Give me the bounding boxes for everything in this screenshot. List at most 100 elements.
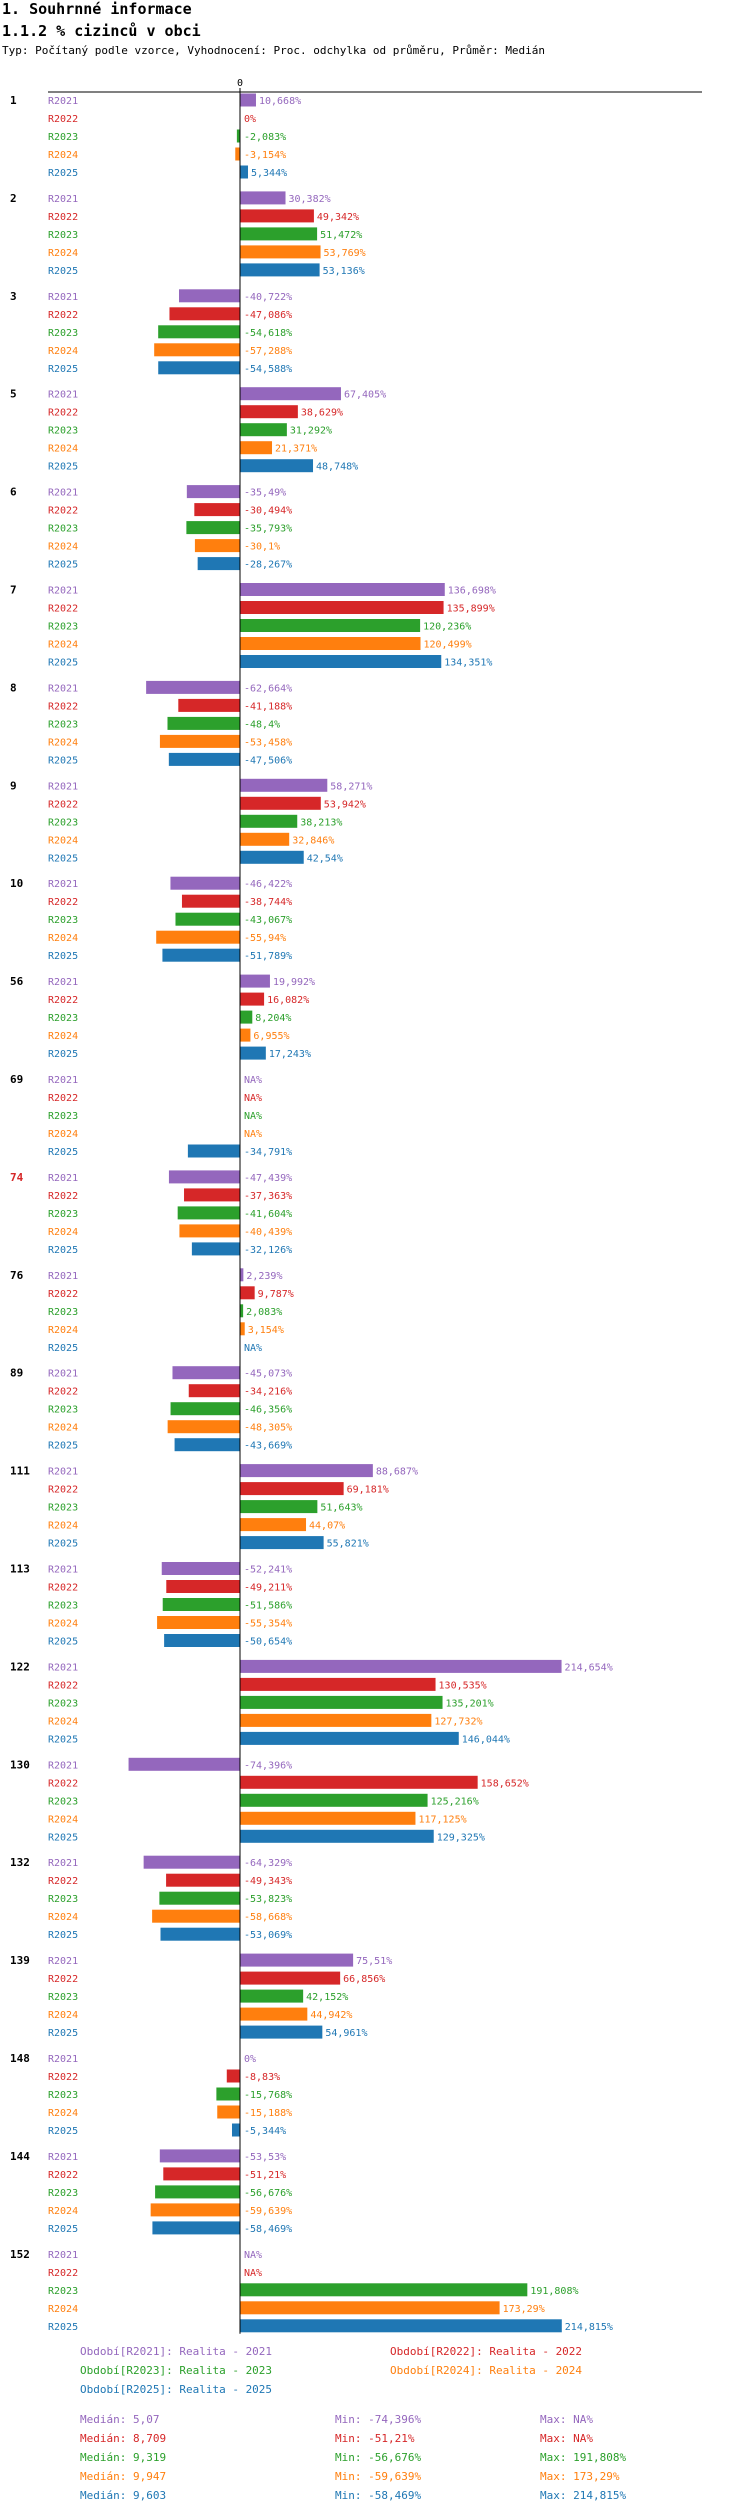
bar [216,2087,240,2101]
bar [240,245,321,259]
data-label: 8,204% [255,1013,291,1024]
data-label: 0% [244,114,256,125]
bar [128,1757,240,1771]
data-label: -49,343% [244,1876,292,1887]
bar [159,2149,240,2163]
group-label: 89 [10,1367,23,1380]
data-label: 42,152% [306,1992,348,2003]
bar [240,814,298,828]
series-label: R2024 [48,1521,78,1532]
series-label: R2023 [48,524,78,535]
data-label: 120,499% [424,640,472,651]
bar [236,129,240,143]
series-label: R2024 [48,444,78,455]
data-label: 120,236% [423,622,471,633]
series-label: R2024 [48,1227,78,1238]
data-label: -47,086% [244,310,292,321]
bar [240,1286,255,1300]
data-label: 125,216% [431,1796,479,1807]
series-label: R2021 [48,586,78,597]
data-label: -3,154% [244,150,286,161]
group-label: 132 [10,1856,30,1869]
data-label: 9,787% [258,1289,294,1300]
bar [169,307,240,321]
data-label: 58,271% [330,781,372,792]
series-label: R2024 [48,1031,78,1042]
data-label: -46,356% [244,1405,292,1416]
series-label: R2023 [48,426,78,437]
data-label: -41,188% [244,701,292,712]
series-label: R2021 [48,781,78,792]
group-label: 8 [10,681,17,694]
bar [240,1482,344,1496]
bar [194,539,240,553]
group-label: 152 [10,2248,30,2261]
series-label: R2024 [48,2304,78,2315]
series-label: R2022 [48,212,78,223]
series-label: R2025 [48,1049,78,1060]
bar [187,1144,240,1158]
data-label: -58,668% [244,1912,292,1923]
series-label: R2024 [48,2206,78,2217]
group-label: 9 [10,779,17,792]
bar [240,601,444,614]
data-label: 53,942% [324,799,366,810]
group-label: 113 [10,1563,30,1576]
data-label: -8,83% [244,2072,280,2083]
bar [152,2221,240,2235]
series-label: R2025 [48,1734,78,1745]
data-label: 173,29% [503,2304,545,2315]
data-label: -46,422% [244,879,292,890]
series-label: R2024 [48,346,78,357]
data-label: -45,073% [244,1369,292,1380]
data-label: -43,669% [244,1441,292,1452]
series-label: R2025 [48,266,78,277]
page-title: 1. Souhrnné informace [2,0,192,18]
data-label: 42,54% [307,853,343,864]
bar [174,1438,240,1452]
zero-tick-label: 0 [237,78,243,89]
series-label: R2023 [48,328,78,339]
series-label: R2021 [48,2152,78,2163]
bar [240,2283,528,2297]
series-label: R2025 [48,168,78,179]
data-label: -43,067% [244,915,292,926]
bar [240,165,249,179]
data-label: NA% [244,2268,262,2279]
data-label: -59,639% [244,2206,292,2217]
series-label: R2025 [48,2028,78,2039]
stat-min-r2025: Min: -58,469% [335,2489,422,2502]
data-label: 48,748% [316,462,358,473]
series-label: R2023 [48,2090,78,2101]
data-label: -41,604% [244,1209,292,1220]
bar [240,459,314,473]
data-label: 5,344% [251,168,287,179]
bar [175,912,240,926]
data-label: -51,21% [244,2170,286,2181]
bar [240,1829,434,1843]
bar [240,1268,244,1282]
series-label: R2024 [48,1129,78,1140]
data-label: -35,49% [244,488,286,499]
data-label: -58,469% [244,2224,292,2235]
series-label: R2023 [48,1405,78,1416]
data-label: 69,181% [347,1485,389,1496]
bar [168,1170,240,1184]
data-label: 3,154% [248,1325,284,1336]
bar [162,948,240,962]
series-label: R2021 [48,879,78,890]
bar [172,1366,240,1380]
data-label: NA% [244,1129,262,1140]
data-label: 44,07% [309,1521,345,1532]
legend-entry-r2024: Období[R2024]: Realita - 2024 [390,2364,583,2377]
series-label: R2023 [48,915,78,926]
series-label: R2025 [48,462,78,473]
series-label: R2023 [48,1698,78,1709]
data-label: -50,654% [244,1637,292,1648]
series-label: R2023 [48,1013,78,1024]
bar [168,752,240,766]
data-label: 44,942% [310,2010,352,2021]
data-label: 53,769% [324,248,366,259]
data-label: -30,494% [244,506,292,517]
bar [240,778,328,792]
